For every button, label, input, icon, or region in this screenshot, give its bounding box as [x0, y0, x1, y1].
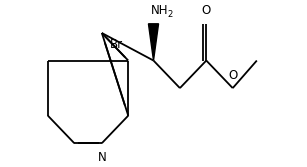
- Text: Br: Br: [109, 38, 122, 51]
- Text: 2: 2: [168, 10, 173, 19]
- Polygon shape: [149, 24, 158, 61]
- Text: O: O: [202, 4, 211, 17]
- Text: NH: NH: [150, 4, 168, 17]
- Text: O: O: [228, 69, 237, 82]
- Text: N: N: [97, 151, 106, 164]
